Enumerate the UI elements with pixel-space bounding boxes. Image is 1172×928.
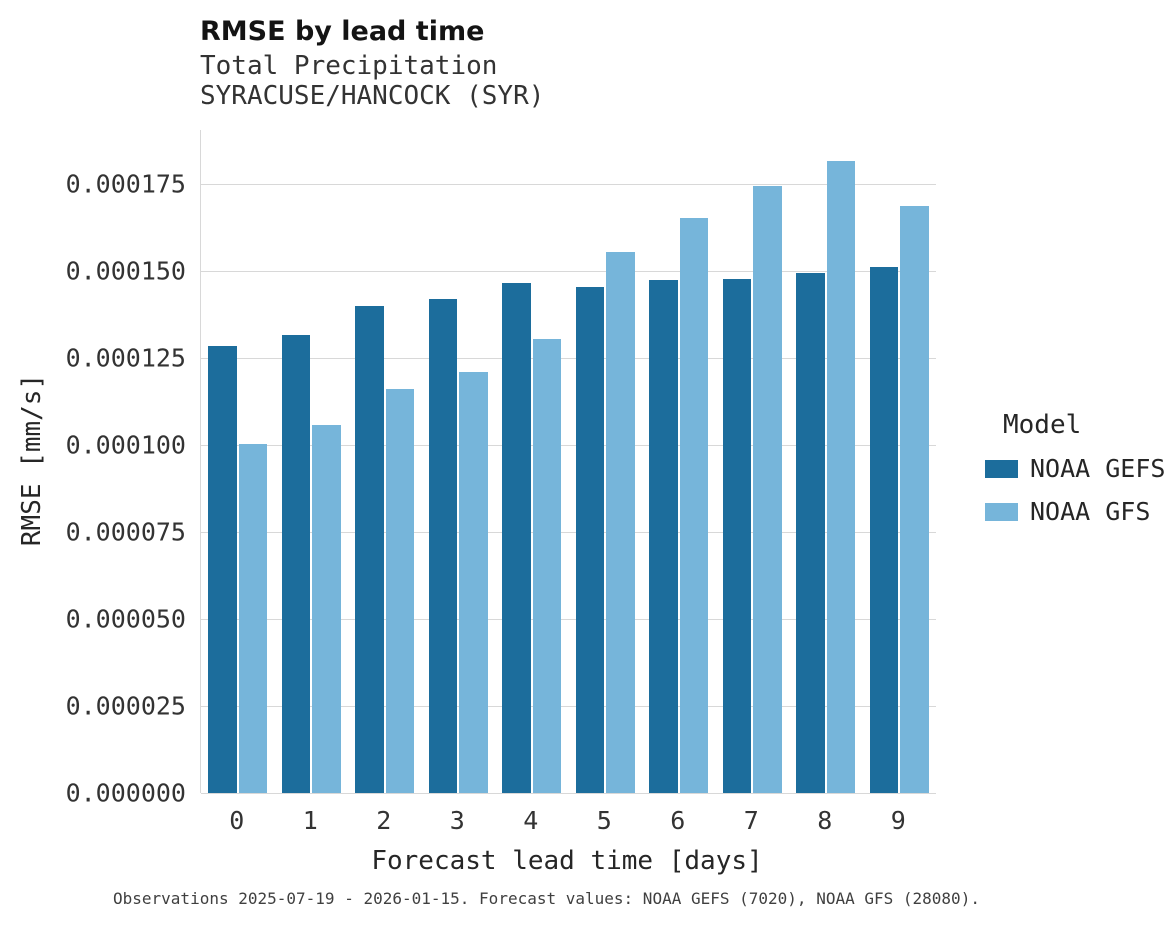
- x-tick-label: 1: [302, 806, 318, 835]
- gridline: [201, 270, 936, 272]
- x-tick-label: 0: [229, 806, 245, 835]
- x-tick-label: 6: [670, 806, 686, 835]
- bar-noaa-gfs-lead-1: [312, 425, 341, 793]
- bar-noaa-gefs-lead-5: [575, 286, 605, 793]
- legend-label-noaa-gfs: NOAA GFS: [1030, 497, 1151, 526]
- gridline: [201, 183, 936, 185]
- gridline: [201, 705, 936, 707]
- bar-noaa-gfs-lead-9: [900, 205, 929, 793]
- legend: Model NOAA GEFS NOAA GFS: [985, 410, 1165, 540]
- y-tick-label: 0.000025: [65, 691, 186, 721]
- plot-area: [200, 130, 936, 794]
- bar-noaa-gefs-lead-9: [869, 267, 899, 793]
- y-tick-label: 0.000050: [65, 604, 186, 634]
- chart-title: RMSE by lead time: [200, 16, 485, 47]
- gridline: [201, 531, 936, 533]
- bar-noaa-gfs-lead-0: [238, 443, 268, 793]
- x-tick-label: 8: [817, 806, 833, 835]
- bar-noaa-gefs-lead-8: [796, 272, 825, 793]
- x-axis-label: Forecast lead time [days]: [371, 846, 763, 876]
- bar-noaa-gfs-lead-8: [826, 161, 856, 793]
- x-tick-label: 9: [890, 806, 906, 835]
- bar-noaa-gfs-lead-3: [459, 371, 488, 793]
- y-tick-label: 0.000125: [65, 343, 186, 373]
- y-axis-ticks: 0.000000 0.000025 0.000050 0.000075 0.000100…: [0, 130, 186, 807]
- x-tick-label: 5: [596, 806, 612, 835]
- x-tick-label: 3: [449, 806, 465, 835]
- bar-noaa-gefs-lead-1: [281, 335, 311, 793]
- legend-label-noaa-gefs: NOAA GEFS: [1030, 454, 1166, 483]
- bar-noaa-gfs-lead-6: [679, 218, 709, 793]
- legend-title: Model: [1003, 410, 1082, 440]
- bar-noaa-gefs-lead-4: [502, 283, 531, 793]
- bar-noaa-gefs-lead-2: [355, 305, 384, 793]
- x-tick-label: 7: [743, 806, 759, 835]
- y-tick-label: 0.000000: [65, 778, 186, 808]
- chart-subtitle-station: SYRACUSE/HANCOCK (SYR): [200, 81, 545, 111]
- y-tick-label: 0.000150: [65, 256, 186, 286]
- x-axis-ticks: 0 1 2 3 4 5 6 7 8 9: [200, 806, 935, 840]
- chart-subtitle-variable: Total Precipitation: [200, 51, 498, 81]
- chart-caption: Observations 2025-07-19 - 2026-01-15. Fo…: [113, 889, 980, 908]
- bar-noaa-gefs-lead-6: [649, 279, 678, 793]
- bar-noaa-gfs-lead-2: [385, 388, 415, 793]
- bar-noaa-gfs-lead-5: [606, 251, 635, 793]
- legend-swatch-noaa-gefs: [985, 459, 1018, 478]
- legend-entry-noaa-gefs: NOAA GEFS: [985, 454, 1165, 483]
- bar-noaa-gefs-lead-0: [208, 345, 237, 793]
- bar-noaa-gfs-lead-7: [753, 185, 782, 793]
- x-tick-label: 2: [376, 806, 392, 835]
- y-tick-label: 0.000075: [65, 517, 186, 547]
- bar-noaa-gefs-lead-7: [722, 278, 752, 793]
- gridline: [201, 793, 936, 794]
- bar-noaa-gfs-lead-4: [532, 338, 562, 793]
- gridline: [201, 444, 936, 446]
- gridline: [201, 357, 936, 359]
- legend-entry-noaa-gfs: NOAA GFS: [985, 497, 1165, 526]
- gridline: [201, 618, 936, 620]
- y-tick-label: 0.000100: [65, 430, 186, 460]
- legend-swatch-noaa-gfs: [985, 502, 1018, 521]
- bar-noaa-gefs-lead-3: [428, 298, 458, 793]
- x-tick-label: 4: [523, 806, 539, 835]
- y-tick-label: 0.000175: [65, 169, 186, 199]
